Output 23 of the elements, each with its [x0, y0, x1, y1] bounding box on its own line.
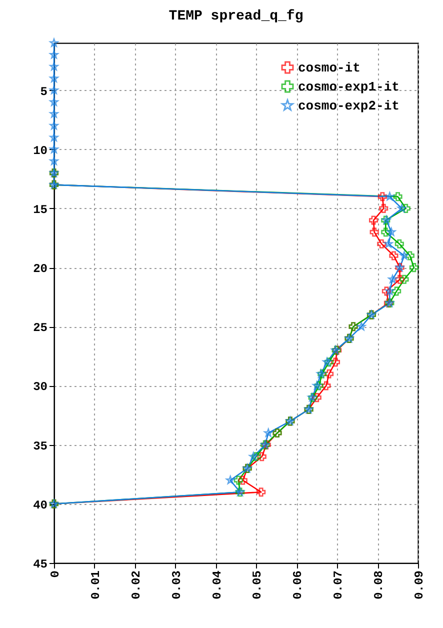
x-tick-label: 0.04	[210, 570, 224, 600]
x-tick-label: 0.05	[250, 570, 265, 600]
y-tick-label: 35	[33, 439, 48, 454]
legend-label: cosmo-exp1-it	[298, 80, 400, 94]
x-tick-label: 0.02	[129, 570, 144, 600]
x-tick-label: 0.09	[412, 570, 426, 600]
y-tick-label: 10	[33, 144, 48, 158]
x-tick-label: 0.06	[291, 570, 306, 600]
x-tick-label: 0	[48, 570, 62, 578]
chart-title: TEMP spread_q_fg	[168, 8, 304, 25]
y-tick-label: 5	[40, 84, 48, 99]
legend-label: cosmo-exp2-it	[298, 98, 400, 114]
y-tick-label: 25	[33, 321, 48, 336]
y-tick-label: 40	[33, 498, 48, 512]
y-tick-label: 15	[33, 202, 48, 217]
x-tick-label: 0.01	[88, 570, 103, 600]
y-tick-label: 30	[33, 380, 48, 394]
x-tick-label: 0.07	[332, 570, 346, 600]
legend-label: cosmo-it	[298, 60, 360, 76]
x-tick-label: 0.08	[372, 570, 386, 600]
x-tick-label: 0.03	[170, 570, 184, 600]
y-tick-label: 20	[33, 262, 48, 276]
y-tick-label: 45	[33, 558, 48, 572]
